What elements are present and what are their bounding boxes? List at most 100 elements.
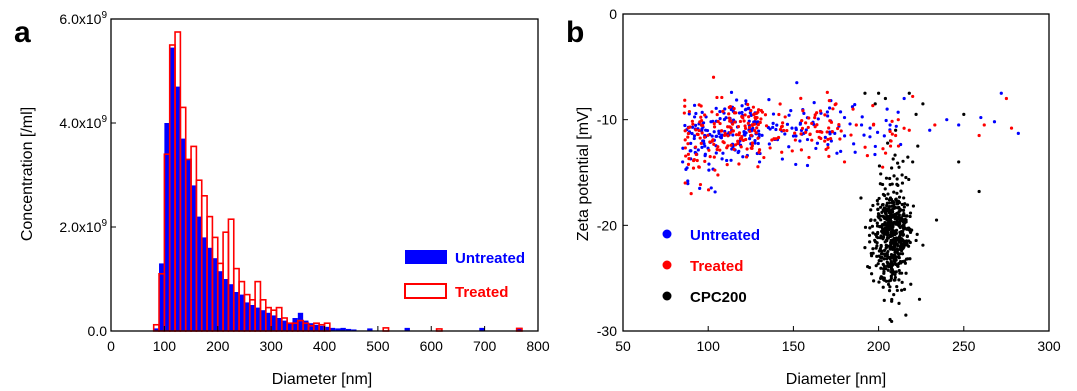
point-cpc200 bbox=[896, 161, 900, 165]
point-treated bbox=[716, 173, 720, 177]
point-cpc200 bbox=[901, 232, 906, 237]
point-treated bbox=[694, 152, 698, 157]
point-cpc200 bbox=[899, 249, 904, 253]
point-treated bbox=[734, 133, 739, 137]
point-cpc200 bbox=[873, 218, 877, 222]
x-tick-label: 300 bbox=[259, 338, 283, 354]
bar-untreated bbox=[233, 292, 240, 331]
point-untreated bbox=[868, 135, 872, 139]
point-untreated bbox=[860, 115, 864, 119]
point-cpc200 bbox=[903, 261, 907, 265]
point-treated bbox=[683, 98, 687, 102]
point-cpc200 bbox=[891, 246, 895, 250]
point-cpc200 bbox=[876, 202, 880, 206]
panel-b-scatter: b 50 100 150 200 250 300 0 -10 -20 -30 Diameter … bbox=[566, 6, 1061, 388]
point-cpc200 bbox=[876, 212, 881, 216]
point-treated bbox=[851, 107, 855, 111]
point-cpc200 bbox=[876, 207, 880, 211]
point-cpc200 bbox=[900, 288, 904, 292]
point-treated bbox=[710, 110, 714, 114]
point-untreated bbox=[805, 137, 810, 142]
legend-b: Untreated Treated CPC200 bbox=[662, 227, 760, 306]
point-cpc200 bbox=[891, 215, 895, 219]
point-treated bbox=[748, 129, 752, 134]
bar-untreated bbox=[169, 47, 176, 331]
bar-untreated bbox=[212, 258, 218, 331]
point-untreated bbox=[681, 146, 685, 150]
point-treated bbox=[902, 126, 906, 130]
point-treated bbox=[757, 150, 761, 154]
point-treated bbox=[715, 112, 719, 117]
point-treated bbox=[687, 157, 691, 161]
point-treated bbox=[711, 75, 716, 79]
point-untreated bbox=[717, 131, 721, 136]
point-untreated bbox=[842, 115, 847, 120]
point-untreated bbox=[757, 160, 762, 164]
legend-marker-treated bbox=[662, 260, 672, 270]
point-cpc200 bbox=[893, 261, 897, 266]
point-treated bbox=[742, 119, 746, 123]
bar-untreated bbox=[239, 294, 245, 331]
bar-untreated bbox=[276, 318, 282, 331]
point-treated bbox=[712, 125, 717, 129]
point-untreated bbox=[717, 129, 721, 133]
point-cpc200 bbox=[882, 229, 886, 233]
point-cpc200 bbox=[911, 160, 915, 164]
point-untreated bbox=[720, 133, 724, 137]
point-cpc200 bbox=[905, 234, 909, 239]
point-untreated bbox=[743, 108, 748, 112]
point-treated bbox=[746, 121, 750, 125]
point-treated bbox=[712, 155, 716, 159]
point-cpc200 bbox=[879, 266, 883, 270]
point-cpc200 bbox=[874, 232, 878, 237]
point-cpc200 bbox=[879, 243, 883, 248]
y-axis-ticks-a: 0.0 2.0x109 4.0x109 6.0x109 bbox=[59, 10, 116, 339]
point-treated bbox=[827, 154, 831, 158]
point-untreated bbox=[767, 142, 771, 146]
point-treated bbox=[793, 131, 797, 135]
point-cpc200 bbox=[914, 112, 918, 116]
point-cpc200 bbox=[902, 205, 906, 209]
point-cpc200 bbox=[894, 270, 898, 274]
point-cpc200 bbox=[871, 231, 875, 235]
point-treated bbox=[799, 132, 803, 136]
point-untreated bbox=[1016, 131, 1020, 136]
point-cpc200 bbox=[897, 254, 901, 259]
point-cpc200 bbox=[896, 199, 901, 203]
point-cpc200 bbox=[897, 222, 902, 226]
x-tick-label: 700 bbox=[473, 338, 497, 354]
x-tick-label: 200 bbox=[206, 338, 230, 354]
x-tick-label: 0 bbox=[107, 338, 115, 354]
point-cpc200 bbox=[901, 230, 905, 234]
point-untreated bbox=[823, 135, 827, 139]
point-untreated bbox=[741, 155, 745, 159]
point-cpc200 bbox=[915, 232, 919, 236]
point-untreated bbox=[686, 182, 690, 186]
point-cpc200 bbox=[877, 216, 881, 220]
point-untreated bbox=[999, 91, 1003, 95]
point-cpc200 bbox=[882, 257, 886, 261]
bar-untreated bbox=[244, 302, 250, 331]
panel-a-label: a bbox=[14, 16, 31, 49]
point-cpc200 bbox=[886, 249, 890, 254]
point-treated bbox=[815, 111, 819, 115]
point-untreated bbox=[694, 111, 698, 116]
point-treated bbox=[828, 119, 832, 123]
y-tick-label: -30 bbox=[597, 323, 617, 339]
point-cpc200 bbox=[886, 282, 891, 287]
bar-untreated bbox=[159, 263, 165, 331]
point-untreated bbox=[731, 133, 735, 137]
point-cpc200 bbox=[893, 214, 898, 219]
point-treated bbox=[745, 147, 749, 151]
point-untreated bbox=[690, 131, 694, 136]
point-treated bbox=[698, 182, 703, 187]
point-cpc200 bbox=[917, 297, 922, 301]
point-untreated bbox=[687, 112, 691, 116]
point-cpc200 bbox=[890, 166, 894, 170]
point-cpc200 bbox=[900, 173, 904, 177]
point-treated bbox=[726, 134, 730, 138]
point-cpc200 bbox=[876, 236, 880, 240]
point-cpc200 bbox=[883, 96, 888, 101]
point-treated bbox=[699, 141, 703, 145]
point-treated bbox=[706, 188, 711, 192]
